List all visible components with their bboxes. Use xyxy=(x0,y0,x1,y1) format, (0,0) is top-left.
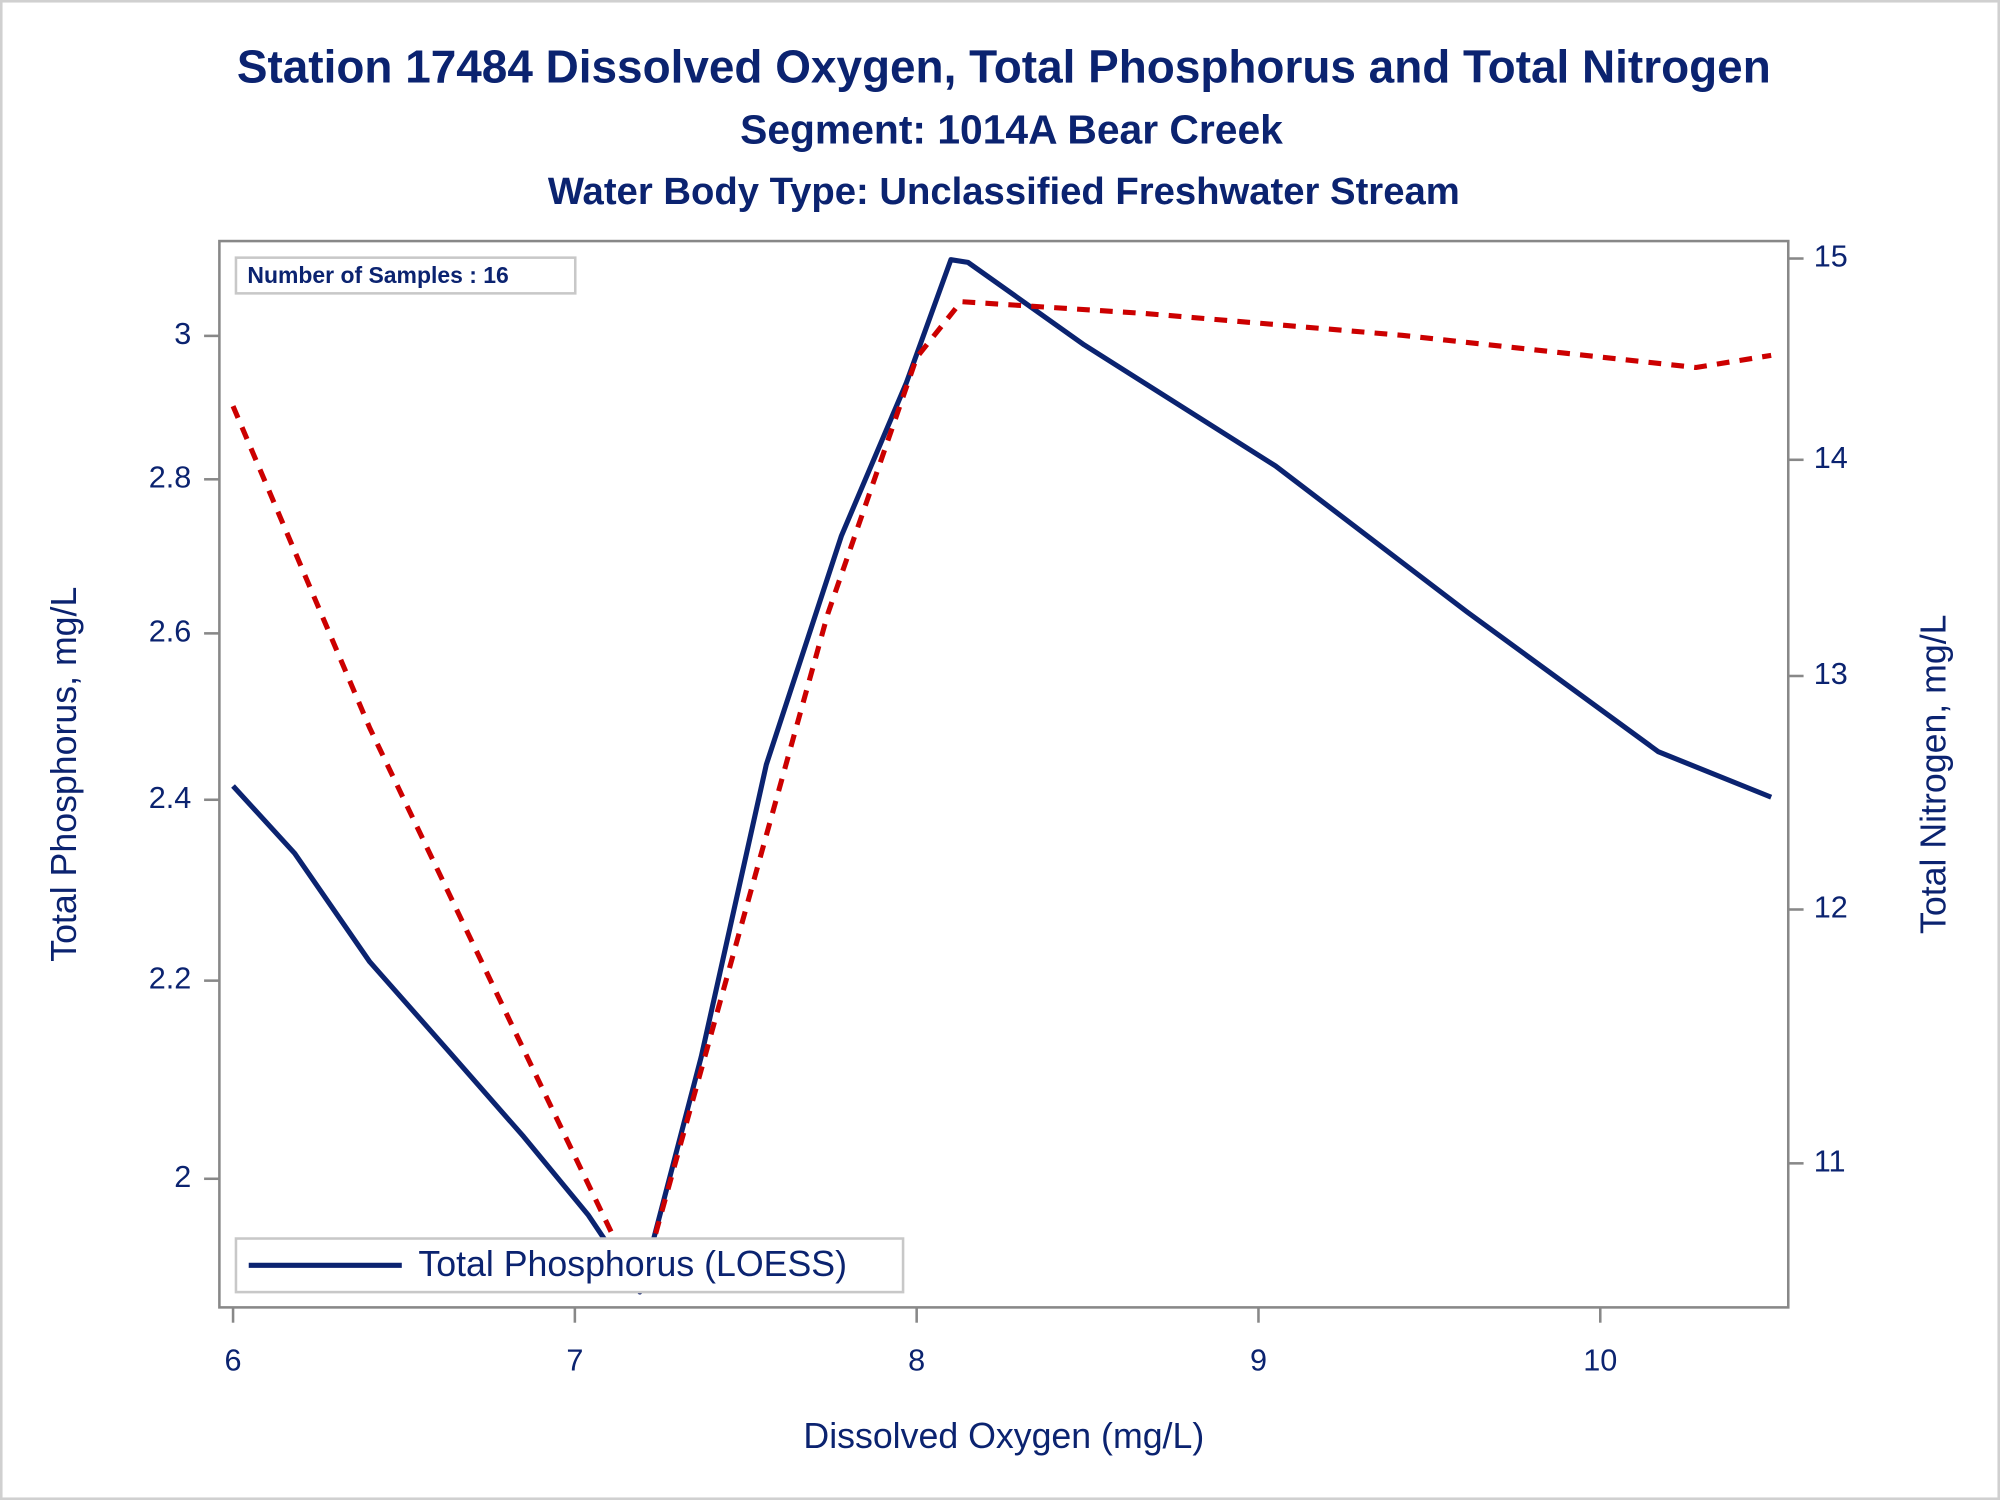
y2-axis-title: Total Nitrogen, mg/L xyxy=(1914,614,1954,934)
y2-tick-label: 13 xyxy=(1814,657,1848,691)
data-line xyxy=(230,299,1772,1294)
y2-tick-label: 12 xyxy=(1814,891,1848,925)
x-tick-label: 8 xyxy=(908,1343,925,1377)
y-tick-label: 3 xyxy=(174,317,191,351)
data-line xyxy=(231,257,1773,1295)
y2-tick-label: 14 xyxy=(1814,441,1848,475)
y2-tick-label: 11 xyxy=(1814,1144,1846,1178)
y-tick-label: 2.8 xyxy=(149,460,192,494)
plot-frame xyxy=(218,239,1790,1309)
x-tick-label: 10 xyxy=(1583,1343,1617,1377)
chart-title: Station 17484 Dissolved Oxygen, Total Ph… xyxy=(237,40,1771,92)
y-tick-label: 2 xyxy=(174,1160,191,1194)
y-axis-title: Total Phosphorus, mg/L xyxy=(44,587,84,962)
annotation-box xyxy=(234,256,577,295)
y-tick-label: 2.6 xyxy=(149,614,192,648)
annotation: Number of Samples : 16 xyxy=(247,262,508,288)
chart-subtitle: Water Body Type: Unclassified Freshwater… xyxy=(548,170,1460,213)
x-tick-label: 6 xyxy=(225,1343,242,1377)
y-tick-label: 2.2 xyxy=(149,962,192,996)
legend-label: Total Phosphorus (LOESS) xyxy=(418,1244,847,1284)
chart-subtitle: Segment: 1014A Bear Creek xyxy=(740,106,1283,152)
x-tick-label: 9 xyxy=(1250,1343,1267,1377)
x-tick-label: 7 xyxy=(566,1343,583,1377)
y2-tick-label: 15 xyxy=(1814,240,1848,274)
y-tick-label: 2.4 xyxy=(149,781,192,815)
x-axis-title: Dissolved Oxygen (mg/L) xyxy=(803,1416,1204,1456)
